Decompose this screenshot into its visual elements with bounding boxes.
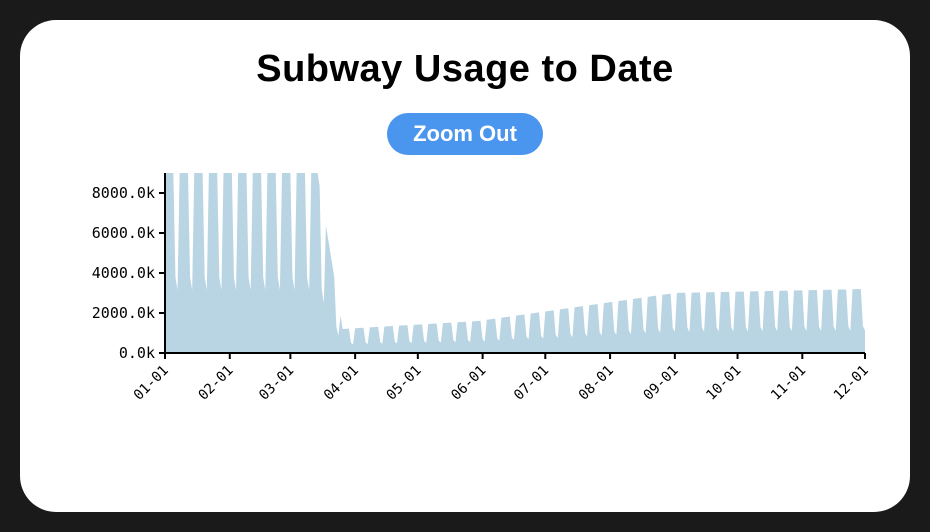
area-chart-svg: 0.0k 2000.0k 4000.0k 6000.0k 8000.0k 01-01 02-… [60,173,870,453]
x-tick-label: 02-01 [195,363,236,404]
svg-text:07-01: 07-01 [511,363,552,404]
svg-text:11-01: 11-01 [768,363,809,404]
svg-text:04-01: 04-01 [321,363,362,404]
svg-text:10-01: 10-01 [703,363,744,404]
svg-text:6000.0k: 6000.0k [92,224,155,242]
svg-text:8000.0k: 8000.0k [92,184,155,202]
svg-text:4000.0k: 4000.0k [92,264,155,282]
zoom-out-button[interactable]: Zoom Out [387,113,543,155]
svg-text:05-01: 05-01 [384,363,425,404]
svg-text:12-01: 12-01 [831,363,870,404]
svg-text:02-01: 02-01 [195,363,236,404]
x-tick-label: 09-01 [641,363,682,404]
svg-text:08-01: 08-01 [576,363,617,404]
chart-title: Subway Usage to Date [256,48,674,91]
x-tick-label: 07-01 [511,363,552,404]
chart-card: Subway Usage to Date Zoom Out 0.0k 2000.0… [20,20,910,512]
svg-text:01-01: 01-01 [131,363,172,404]
x-tick-label: 03-01 [256,363,297,404]
area-series [165,173,865,353]
svg-text:2000.0k: 2000.0k [92,304,155,322]
x-tick-label: 10-01 [703,363,744,404]
y-tick-label: 0.0k [119,344,155,362]
x-tick-label: 11-01 [768,363,809,404]
y-tick-label: 2000.0k [92,304,155,322]
x-tick-label: 05-01 [384,363,425,404]
y-tick-label: 6000.0k [92,224,155,242]
x-tick-label: 08-01 [576,363,617,404]
x-tick-label: 04-01 [321,363,362,404]
x-tick-label: 01-01 [131,363,172,404]
y-tick-label: 4000.0k [92,264,155,282]
svg-text:03-01: 03-01 [256,363,297,404]
y-tick-label: 8000.0k [92,184,155,202]
x-tick-label: 12-01 [831,363,870,404]
svg-text:0.0k: 0.0k [119,344,155,362]
svg-text:09-01: 09-01 [641,363,682,404]
svg-text:06-01: 06-01 [448,363,489,404]
chart-area: 0.0k 2000.0k 4000.0k 6000.0k 8000.0k 01-01 02-… [60,173,870,492]
x-tick-label: 06-01 [448,363,489,404]
